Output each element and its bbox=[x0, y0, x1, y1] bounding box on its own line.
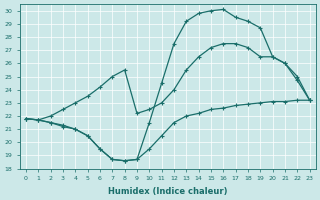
X-axis label: Humidex (Indice chaleur): Humidex (Indice chaleur) bbox=[108, 187, 228, 196]
